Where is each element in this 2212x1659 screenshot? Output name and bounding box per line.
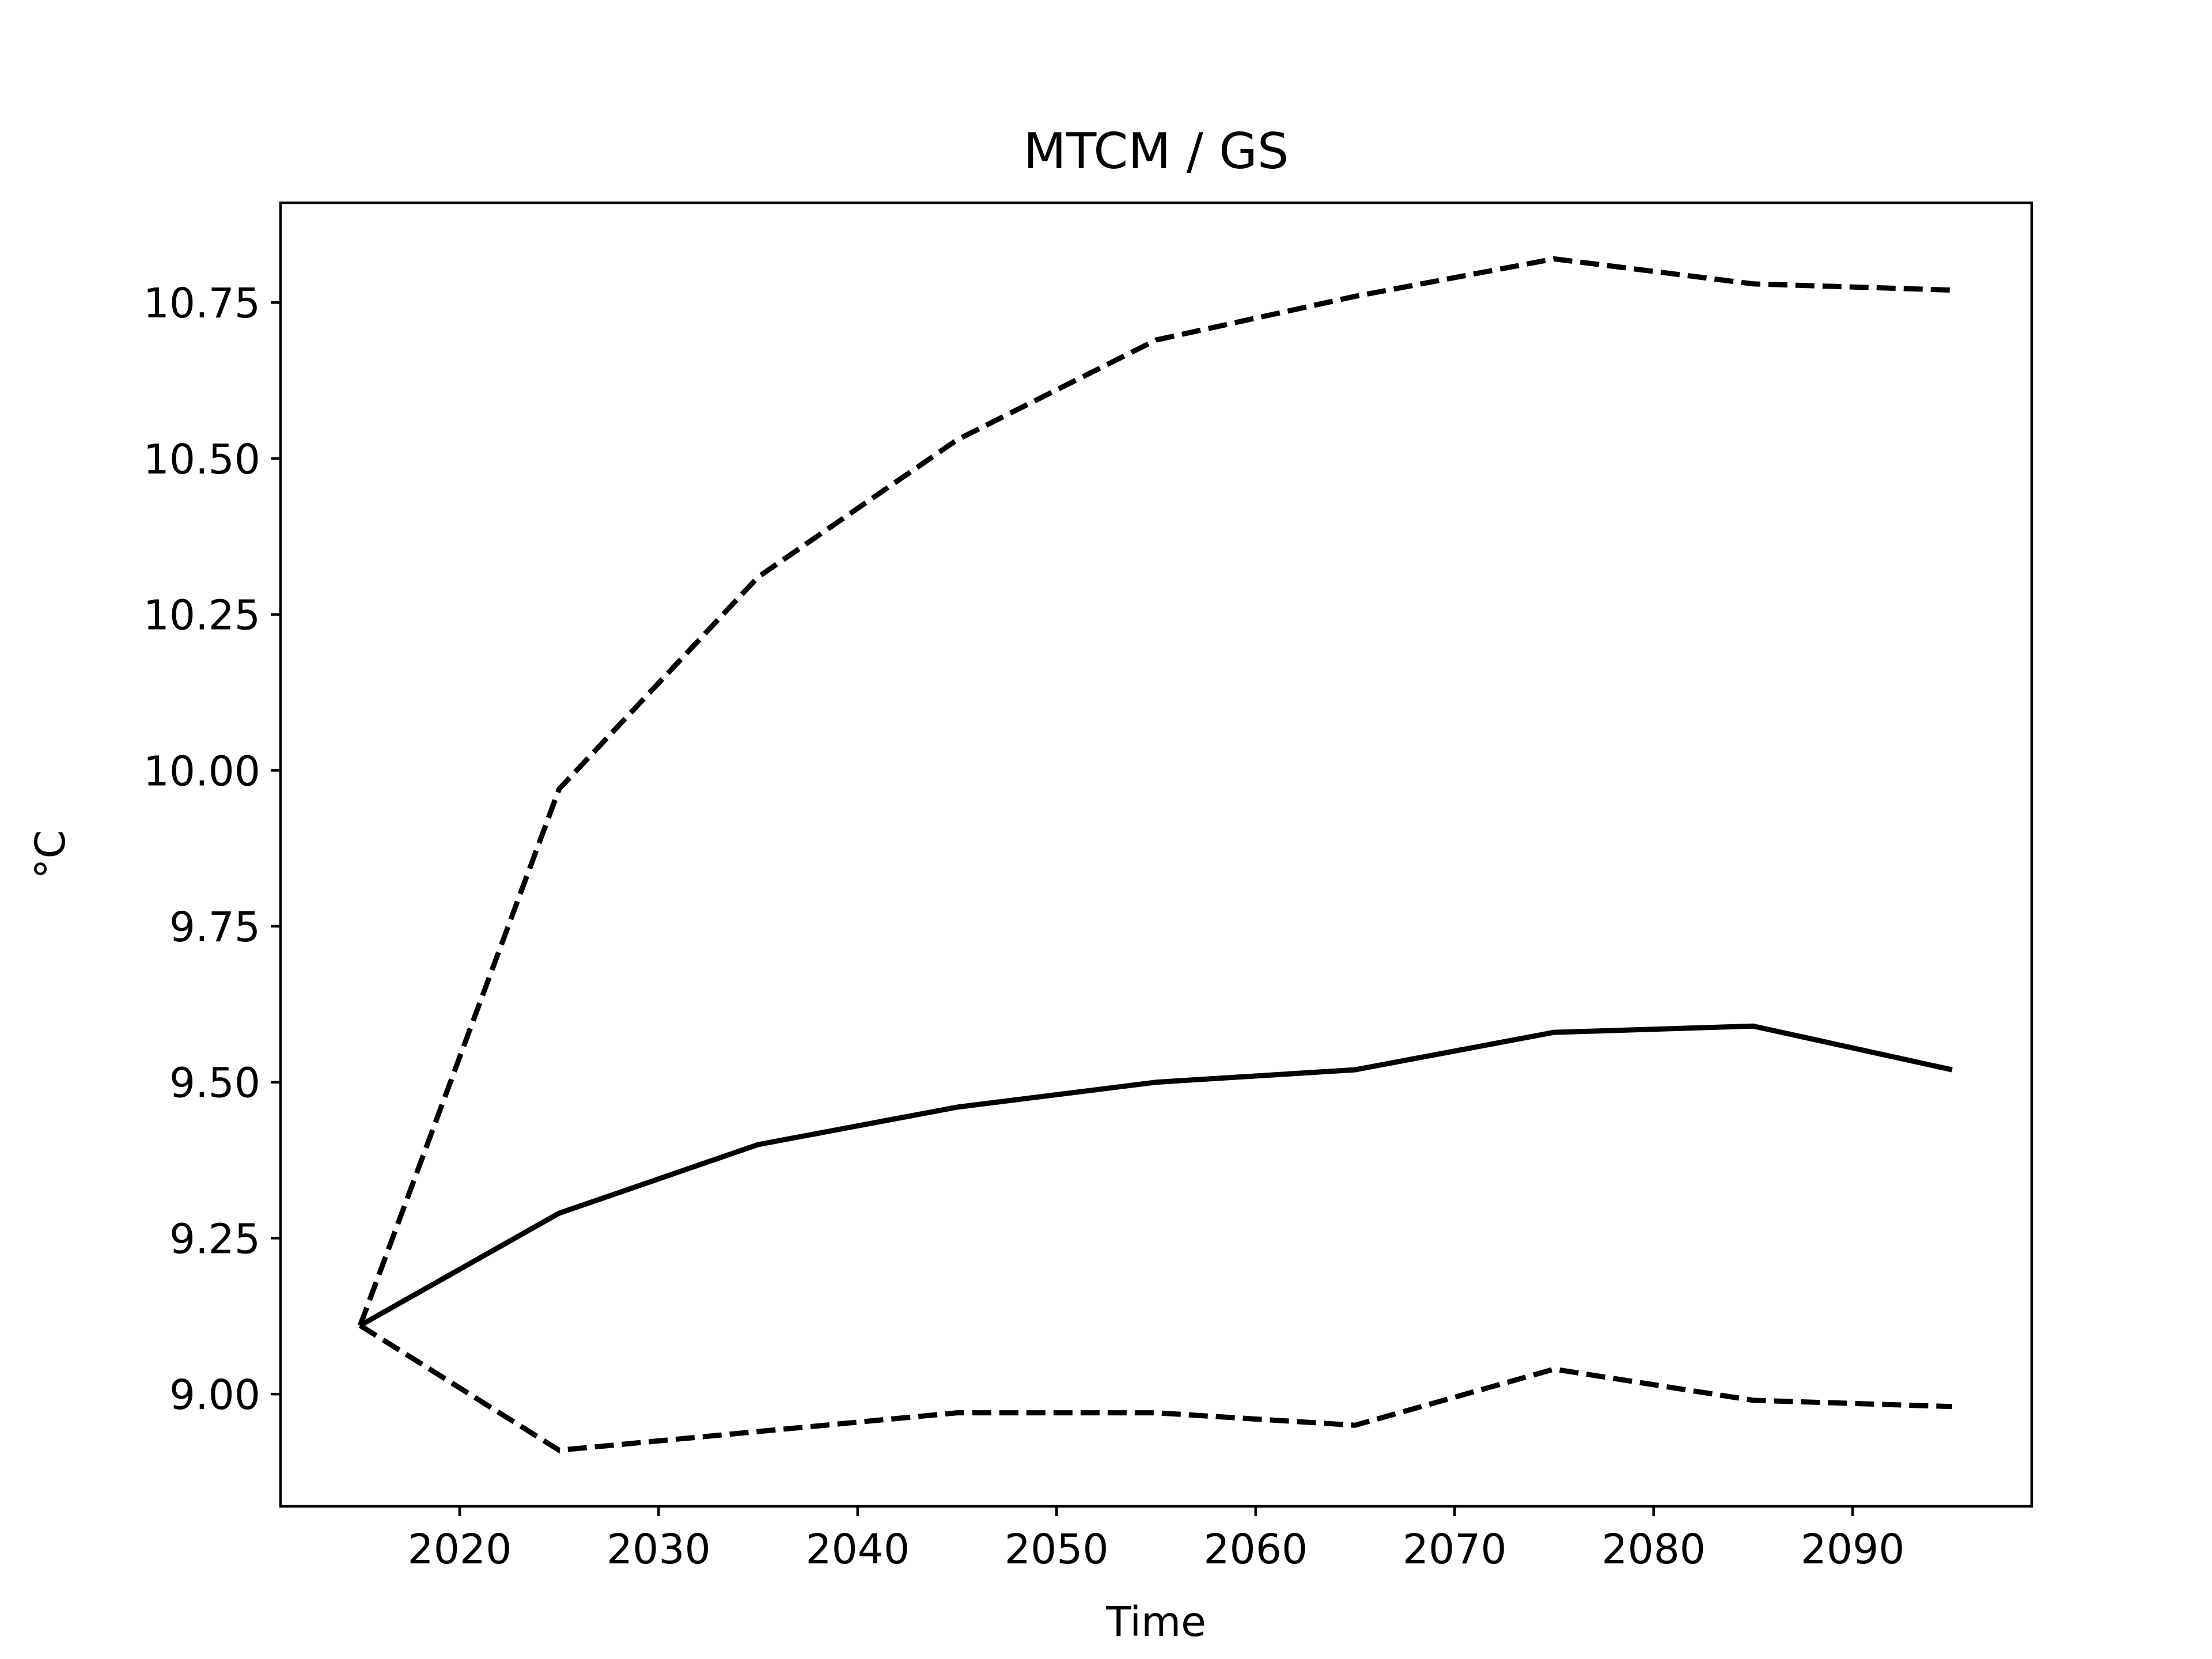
y-axis-label: °C	[26, 830, 74, 879]
y-tick-label: 9.25	[169, 1215, 260, 1263]
x-axis: 2020 2030 2040 2050 2060 2070 2080 2090	[408, 1506, 1905, 1573]
y-tick-label: 9.50	[169, 1059, 260, 1107]
x-tick-label: 2080	[1601, 1525, 1706, 1573]
x-tick-label: 2060	[1203, 1525, 1308, 1573]
y-tick-label: 9.75	[169, 903, 260, 951]
x-tick-label: 2070	[1403, 1525, 1507, 1573]
x-axis-label: Time	[1105, 1598, 1206, 1646]
series-line-1	[358, 1023, 1953, 1328]
series-line-2	[357, 256, 1952, 1327]
x-tick-label: 2050	[1005, 1525, 1109, 1573]
x-tick-label: 2090	[1801, 1525, 1905, 1573]
y-tick-label: 10.75	[143, 279, 260, 327]
y-tick-label: 10.00	[143, 747, 260, 795]
y-tick-label: 10.50	[143, 435, 260, 483]
plot-frame	[279, 201, 2033, 1508]
y-tick-label: 10.25	[143, 592, 260, 639]
x-tick-label: 2030	[607, 1525, 711, 1573]
x-tick-label: 2020	[408, 1525, 512, 1573]
x-tick-label: 2040	[805, 1525, 910, 1573]
y-axis: 9.00 9.25 9.50 9.75 10.00 10.25 10.50 10.75	[143, 279, 281, 1419]
series-layer	[357, 256, 1953, 1453]
series-line-3	[358, 1323, 1952, 1453]
y-tick-label: 9.00	[169, 1371, 260, 1419]
chart-title: MTCM / GS	[1024, 123, 1289, 180]
